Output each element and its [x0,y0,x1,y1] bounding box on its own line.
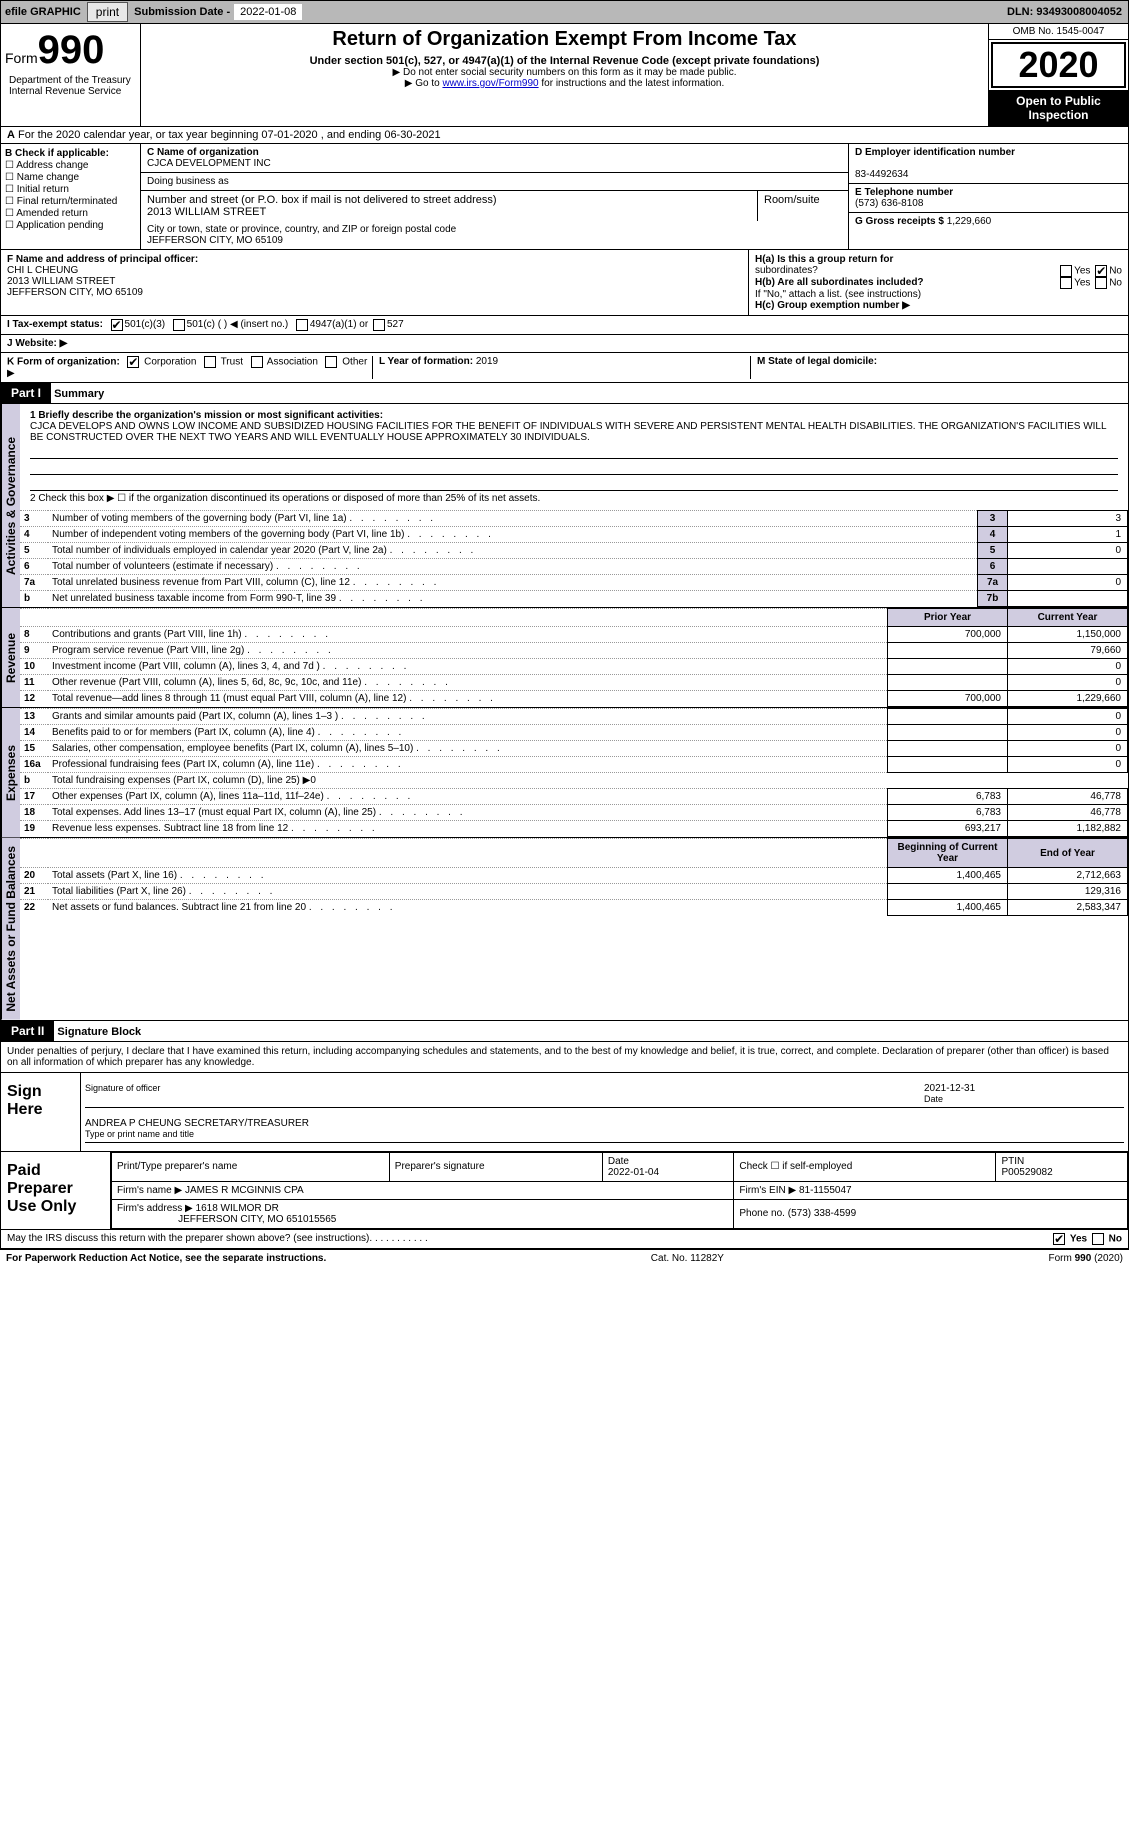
form-ref: Form 990 (2020) [1049,1253,1123,1264]
topbar: efile GRAPHIC print Submission Date - 20… [0,0,1129,24]
hb-yes[interactable] [1060,277,1072,289]
efile-label: efile GRAPHIC [1,6,85,18]
row-klm: K Form of organization: Corporation Trus… [0,353,1129,383]
ha-no[interactable] [1095,265,1107,277]
paid-label: Paid Preparer Use Only [1,1152,111,1229]
form-of-org: K Form of organization: Corporation Trus… [7,356,372,379]
print-button[interactable]: print [87,2,128,22]
firm-address: Firm's address ▶ 1618 WILMOR DR JEFFERSO… [112,1199,734,1228]
open-inspection: Open to Public Inspection [989,90,1128,126]
officer-name: ANDREA P CHEUNG SECRETARY/TREASURERType … [85,1116,1124,1143]
dln: DLN: 93493008004052 [1007,6,1128,18]
tax-exempt: I Tax-exempt status: 501(c)(3) 501(c) ( … [0,316,1129,335]
prep-date: Date2022-01-04 [602,1152,733,1181]
org-name: C Name of organizationCJCA DEVELOPMENT I… [141,144,848,173]
chk-501c3[interactable] [111,319,123,331]
part2-header: Part II Signature Block [0,1021,1129,1042]
dba: Doing business as [141,173,848,191]
ha-yes[interactable] [1060,265,1072,277]
omb-number: OMB No. 1545-0047 [989,24,1128,40]
chk-other[interactable] [325,356,337,368]
preparer-name: Print/Type preparer's name [112,1152,390,1181]
firm-phone: Phone no. (573) 338-4599 [734,1199,1128,1228]
year-formation: L Year of formation: 2019 [372,356,751,379]
chk-527[interactable] [373,319,385,331]
room-suite: Room/suite [758,191,848,221]
chk-name[interactable]: ☐ Name change [5,172,136,183]
city-state: City or town, state or province, country… [141,221,848,249]
sign-label: Sign Here [1,1073,81,1151]
summary-table-2: Prior YearCurrent Year8Contributions and… [20,608,1128,707]
sign-here: Sign Here Signature of officer2021-12-31… [0,1073,1129,1152]
principal-officer: F Name and address of principal officer:… [1,250,748,315]
chk-final[interactable]: ☐ Final return/terminated [5,196,136,207]
chk-assoc[interactable] [251,356,263,368]
summary-table-1: 3Number of voting members of the governi… [20,510,1128,607]
side-revenue: Revenue [1,608,20,707]
chk-4947[interactable] [296,319,308,331]
row-a: A For the 2020 calendar year, or tax yea… [0,127,1129,144]
chk-501c[interactable] [173,319,185,331]
group-return: H(a) Is this a group return for subordin… [748,250,1128,315]
discuss-row: May the IRS discuss this return with the… [0,1230,1129,1249]
form-header: Form990 Department of the Treasury Inter… [0,24,1129,127]
preparer-sig: Preparer's signature [389,1152,602,1181]
street-address: Number and street (or P.O. box if mail i… [141,191,758,221]
ptin: PTINP00529082 [996,1152,1128,1181]
website-row: J Website: ▶ [0,335,1129,353]
tax-year: 2020 [991,42,1126,88]
discuss-yes[interactable] [1053,1233,1065,1245]
firm-ein: Firm's EIN ▶ 81-1155047 [734,1181,1128,1199]
submission-date: 2022-01-08 [234,4,302,20]
ein: D Employer identification number83-44926… [849,144,1128,184]
state-domicile: M State of legal domicile: [751,356,1122,379]
row-fh: F Name and address of principal officer:… [0,250,1129,316]
chk-trust[interactable] [204,356,216,368]
sign-date: 2021-12-31Date [924,1081,1124,1108]
form-title: Return of Organization Exempt From Incom… [145,28,984,51]
summary-table-4: Beginning of Current YearEnd of Year20To… [20,838,1128,916]
subtitle-3: ▶ Go to www.irs.gov/Form990 for instruct… [145,78,984,89]
chk-pending[interactable]: ☐ Application pending [5,220,136,231]
side-activities: Activities & Governance [1,404,20,607]
side-expenses: Expenses [1,708,20,837]
mission-block: 1 Briefly describe the organization's mi… [20,404,1128,510]
self-employed: Check ☐ if self-employed [734,1152,996,1181]
hb-no[interactable] [1095,277,1107,289]
summary-table-3: 13Grants and similar amounts paid (Part … [20,708,1128,837]
firm-name: Firm's name ▶ JAMES R MCGINNIS CPA [112,1181,734,1199]
submission-label: Submission Date - [130,6,234,18]
footer: For Paperwork Reduction Act Notice, see … [0,1249,1129,1267]
part1-content: Activities & Governance 1 Briefly descri… [0,404,1129,1021]
chk-initial[interactable]: ☐ Initial return [5,184,136,195]
chk-address[interactable]: ☐ Address change [5,160,136,171]
declaration: Under penalties of perjury, I declare th… [0,1042,1129,1073]
chk-amended[interactable]: ☐ Amended return [5,208,136,219]
paid-preparer: Paid Preparer Use Only Print/Type prepar… [0,1152,1129,1230]
discuss-no[interactable] [1092,1233,1104,1245]
irs-link[interactable]: www.irs.gov/Form990 [442,78,538,89]
telephone: E Telephone number(573) 636-8108 [849,184,1128,213]
department: Department of the Treasury Internal Reve… [5,73,136,99]
part1-header: Part I Summary [0,383,1129,404]
officer-signature[interactable]: Signature of officer [85,1081,924,1108]
form-number: Form990 [5,28,136,73]
subtitle-2: ▶ Do not enter social security numbers o… [145,67,984,78]
gross-receipts: G Gross receipts $ 1,229,660 [849,213,1128,230]
side-netassets: Net Assets or Fund Balances [1,838,20,1020]
subtitle-1: Under section 501(c), 527, or 4947(a)(1)… [145,55,984,67]
col-b: B Check if applicable: ☐ Address change … [1,144,141,249]
info-grid: B Check if applicable: ☐ Address change … [0,144,1129,250]
chk-corp[interactable] [127,356,139,368]
